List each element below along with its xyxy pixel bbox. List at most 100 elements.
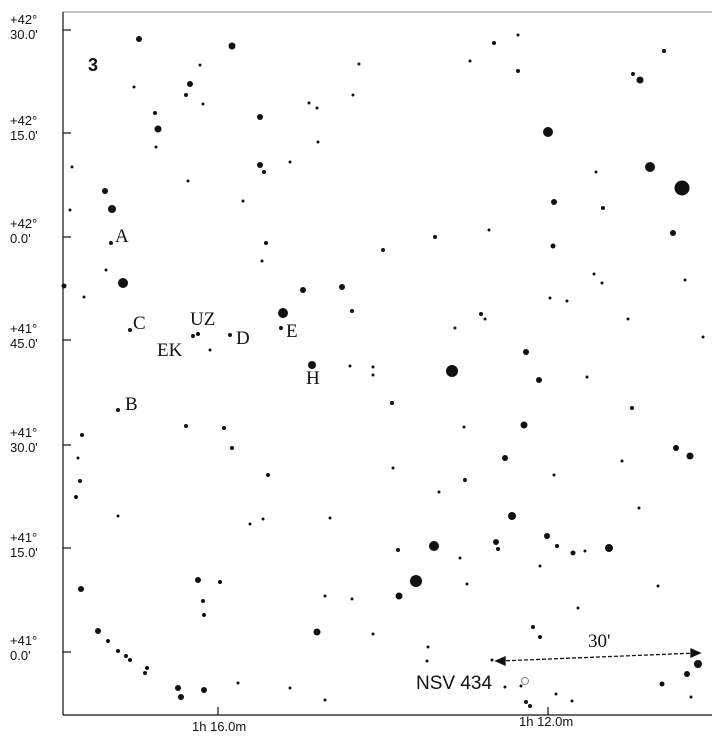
- star: [82, 295, 86, 299]
- star: [508, 512, 516, 520]
- star: [186, 179, 190, 183]
- star: [395, 592, 403, 600]
- star: [116, 649, 120, 653]
- star: [124, 654, 128, 658]
- star: [538, 635, 542, 639]
- star: [74, 495, 78, 499]
- star: [551, 199, 557, 205]
- star: [555, 544, 559, 548]
- star: [659, 681, 665, 687]
- star: [278, 308, 288, 318]
- star: [592, 272, 596, 276]
- label-b: B: [125, 394, 138, 415]
- star: [351, 93, 355, 97]
- star: [637, 506, 641, 510]
- star: [390, 401, 394, 405]
- star: [516, 33, 520, 37]
- star: [184, 424, 188, 428]
- star: [118, 278, 128, 288]
- star: [583, 549, 587, 553]
- star: [61, 283, 67, 289]
- star: [136, 36, 142, 42]
- star: [631, 72, 635, 76]
- star: [248, 522, 252, 526]
- dec-label-4: +41° 45.0': [10, 321, 38, 351]
- star: [143, 671, 147, 675]
- star: [520, 421, 528, 429]
- star: [184, 93, 188, 97]
- star: [153, 111, 157, 115]
- star: [543, 127, 553, 137]
- star: [502, 455, 508, 461]
- star: [262, 170, 266, 174]
- star: [222, 426, 226, 430]
- star: [479, 312, 483, 316]
- star: [656, 584, 660, 588]
- star: [570, 550, 576, 556]
- star: [701, 335, 705, 339]
- star: [528, 704, 532, 708]
- star: [490, 658, 494, 662]
- star: [662, 49, 666, 53]
- label-ek: EK: [157, 340, 183, 361]
- star: [683, 278, 687, 282]
- star: [357, 62, 361, 66]
- star: [565, 299, 569, 303]
- star: [236, 681, 240, 685]
- star: [686, 452, 694, 460]
- star: [350, 309, 354, 313]
- ra-label-12m: 1h 12.0m: [519, 714, 574, 729]
- star: [266, 473, 270, 477]
- star: [78, 479, 82, 483]
- star: [465, 582, 469, 586]
- star: [154, 125, 162, 133]
- star: [102, 188, 108, 194]
- star: [201, 102, 205, 106]
- star: [350, 597, 354, 601]
- star: [307, 101, 311, 105]
- ra-ticks: [217, 707, 549, 715]
- star: [493, 539, 499, 545]
- star: [109, 241, 113, 245]
- dec-ticks: [63, 29, 71, 653]
- star: [371, 365, 375, 369]
- star: [241, 199, 245, 203]
- dec-label-2: +42° 15.0': [10, 113, 38, 143]
- star: [516, 69, 520, 73]
- label-uz: UZ: [190, 309, 216, 330]
- star: [570, 699, 574, 703]
- star: [552, 473, 556, 477]
- star-field: [61, 33, 705, 708]
- star: [279, 326, 283, 330]
- star: [433, 235, 437, 239]
- label-e: E: [286, 321, 298, 342]
- star: [645, 162, 655, 172]
- star: [523, 349, 529, 355]
- star: [187, 81, 193, 87]
- star: [538, 564, 542, 568]
- nsv-434-label: NSV 434: [416, 673, 493, 694]
- star: [323, 698, 327, 702]
- star: [195, 577, 201, 583]
- star: [154, 145, 158, 149]
- ra-label-16m: 1h 16.0m: [192, 719, 247, 734]
- star: [463, 478, 467, 482]
- star: [191, 334, 195, 338]
- star: [201, 687, 207, 693]
- star: [196, 332, 200, 336]
- star: [636, 76, 644, 84]
- star: [446, 365, 458, 377]
- nsv-434-marker: [521, 677, 529, 685]
- star: [228, 42, 236, 50]
- star: [548, 296, 552, 300]
- star: [323, 594, 327, 598]
- scale-label: 30': [588, 631, 611, 652]
- star: [108, 205, 116, 213]
- star: [106, 639, 110, 643]
- star: [620, 459, 624, 463]
- star: [208, 348, 212, 352]
- star: [630, 406, 634, 410]
- star: [198, 63, 202, 67]
- star: [426, 645, 430, 649]
- star: [95, 628, 101, 634]
